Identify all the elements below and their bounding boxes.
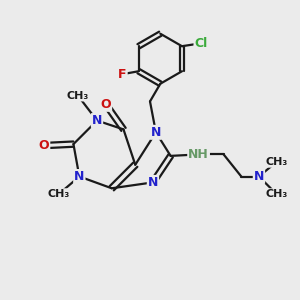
- Text: CH₃: CH₃: [266, 189, 288, 199]
- Text: NH: NH: [188, 148, 209, 161]
- Text: O: O: [100, 98, 111, 111]
- Text: CH₃: CH₃: [67, 91, 89, 100]
- Text: O: O: [39, 139, 49, 152]
- Text: CH₃: CH₃: [266, 157, 288, 167]
- Text: Cl: Cl: [194, 37, 208, 50]
- Text: N: N: [148, 176, 158, 189]
- Text: N: N: [254, 170, 264, 183]
- Text: N: N: [151, 126, 161, 139]
- Text: N: N: [92, 114, 102, 127]
- Text: F: F: [118, 68, 127, 81]
- Text: CH₃: CH₃: [48, 189, 70, 199]
- Text: N: N: [74, 170, 85, 183]
